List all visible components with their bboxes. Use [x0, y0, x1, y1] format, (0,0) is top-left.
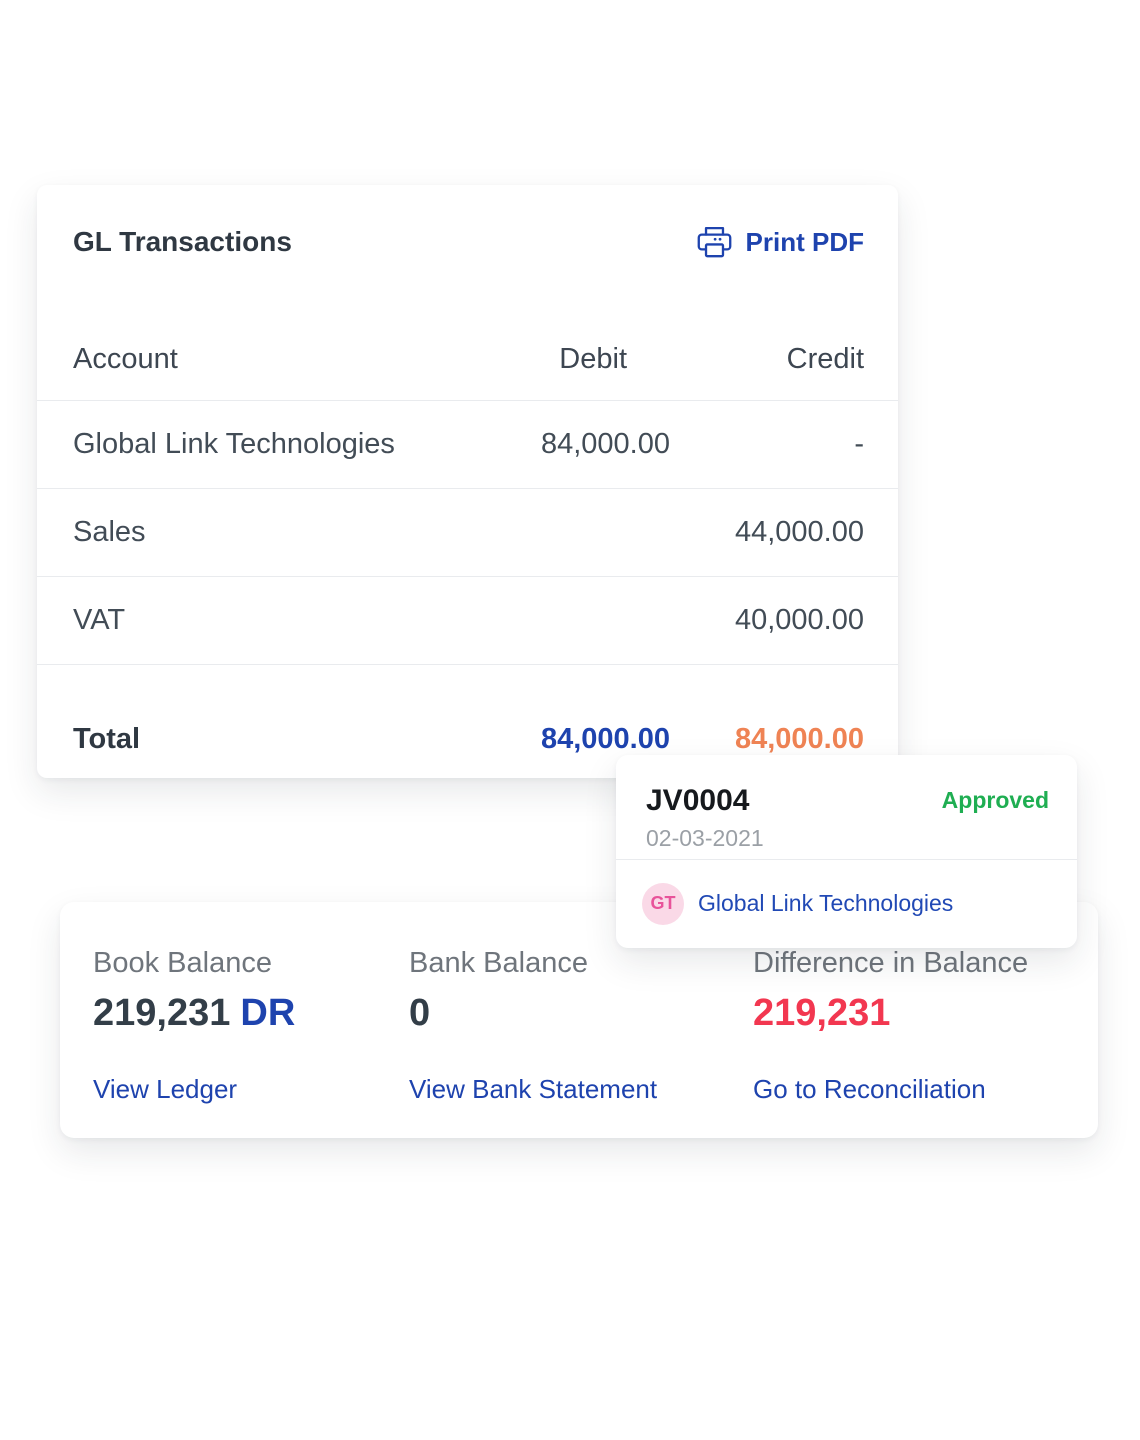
table-total-row: Total 84,000.00 84,000.00 — [37, 665, 898, 778]
bank-balance-column: Bank Balance 0 View Bank Statement — [409, 946, 753, 1104]
credit-cell: - — [854, 428, 864, 460]
bank-balance-amount: 0 — [409, 992, 431, 1034]
difference-label: Difference in Balance — [753, 947, 1029, 979]
gl-card-title: GL Transactions — [73, 226, 292, 257]
total-credit-value: 84,000.00 — [734, 723, 864, 755]
print-pdf-button[interactable]: Print PDF — [696, 225, 864, 259]
gl-transactions-card: GL Transactions Print PDF Account Debit … — [37, 185, 898, 778]
view-ledger-link[interactable]: View Ledger — [93, 1074, 238, 1104]
journal-voucher-header: JV0004 02-03-2021 Approved — [616, 755, 1077, 860]
balance-grid: Book Balance 219,231 DR View Ledger Bank… — [60, 902, 1098, 1104]
total-label: Total — [73, 723, 141, 755]
difference-column: Difference in Balance 219,231 Go to Reco… — [753, 946, 1070, 1104]
account-cell: Global Link Technologies — [73, 428, 395, 460]
account-cell: VAT — [73, 604, 126, 636]
book-balance-column: Book Balance 219,231 DR View Ledger — [93, 946, 409, 1104]
go-to-reconciliation-link[interactable]: Go to Reconciliation — [753, 1074, 986, 1104]
difference-amount: 219,231 — [753, 992, 891, 1034]
column-header-account: Account — [73, 343, 178, 375]
credit-cell: 40,000.00 — [734, 604, 864, 636]
journal-voucher-card: JV0004 02-03-2021 Approved GT Global Lin… — [616, 755, 1077, 948]
status-badge: Approved — [941, 787, 1049, 813]
contact-link[interactable]: Global Link Technologies — [698, 890, 954, 916]
bank-balance-label: Bank Balance — [409, 947, 588, 979]
total-debit-value: 84,000.00 — [540, 723, 670, 755]
journal-voucher-contact-row: GT Global Link Technologies — [616, 860, 1077, 947]
table-header-row: Account Debit Credit — [37, 259, 898, 401]
bank-balance-value: 0 — [409, 990, 753, 1036]
journal-voucher-id: JV0004 — [646, 784, 750, 817]
view-bank-statement-link[interactable]: View Bank Statement — [409, 1074, 658, 1104]
printer-icon — [696, 225, 733, 259]
book-balance-dr-suffix: DR — [240, 992, 296, 1034]
table-row: Sales 44,000.00 — [37, 489, 898, 577]
book-balance-label: Book Balance — [93, 947, 272, 979]
debit-cell: 84,000.00 — [540, 428, 670, 460]
table-row: Global Link Technologies 84,000.00 - — [37, 401, 898, 489]
journal-voucher-date: 02-03-2021 — [646, 825, 764, 851]
book-balance-amount: 219,231 — [93, 992, 231, 1034]
column-header-debit: Debit — [559, 343, 627, 375]
table-row: VAT 40,000.00 — [37, 577, 898, 665]
account-cell: Sales — [73, 516, 146, 548]
book-balance-value: 219,231 DR — [93, 990, 409, 1036]
avatar: GT — [642, 882, 684, 925]
column-header-credit: Credit — [786, 343, 864, 375]
print-pdf-label: Print PDF — [745, 226, 864, 257]
gl-card-header: GL Transactions Print PDF — [37, 185, 898, 259]
difference-value: 219,231 — [753, 990, 1070, 1036]
credit-cell: 44,000.00 — [734, 516, 864, 548]
